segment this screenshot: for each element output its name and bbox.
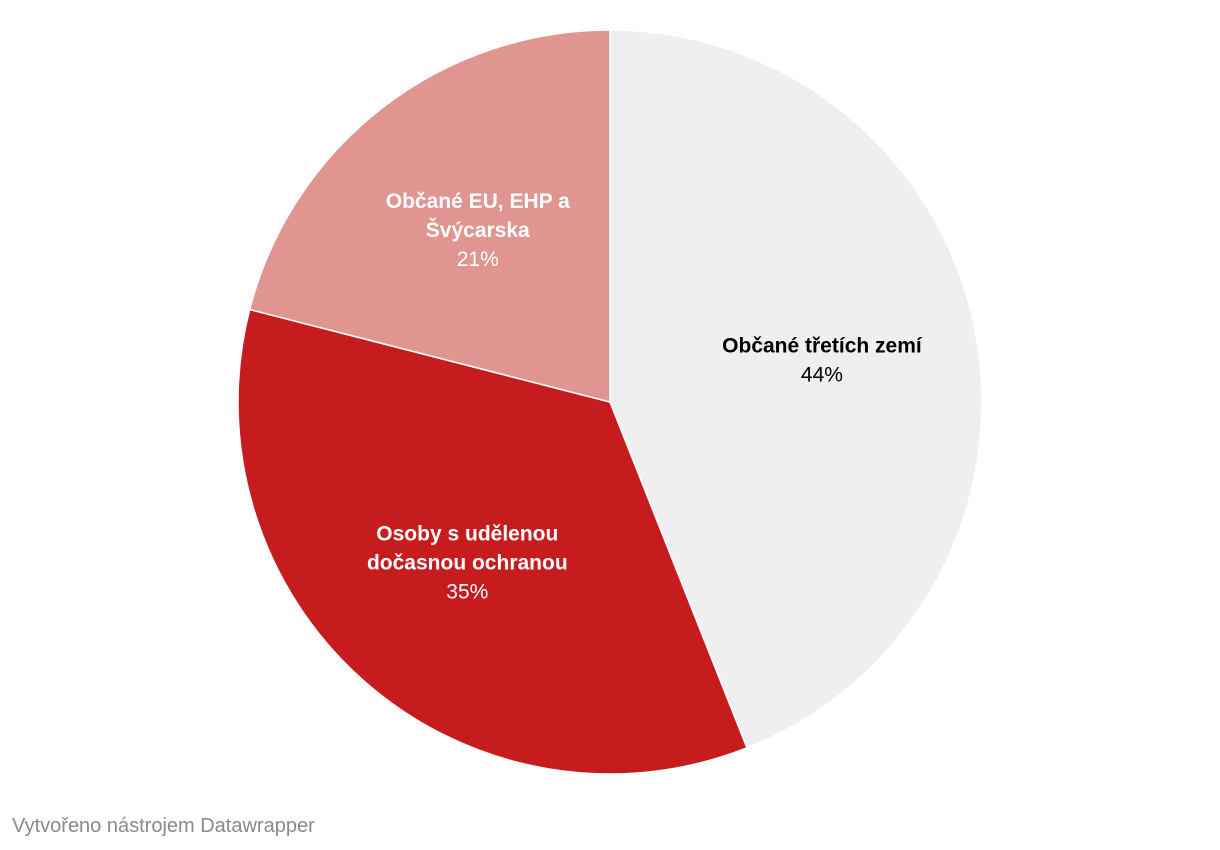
slice-category-label: Švýcarska bbox=[426, 218, 530, 242]
slice-category-label: Občané třetích zemí bbox=[722, 335, 923, 358]
slice-value-label: 35% bbox=[446, 580, 488, 603]
slice-category-label: Občané EU, EHP a bbox=[386, 190, 570, 213]
slice-category-label: dočasnou ochranou bbox=[367, 551, 568, 574]
pie-slice-3 bbox=[248, 29, 611, 403]
slice-label-group-3: Občané EU, EHP a Švýcarska 21% bbox=[386, 190, 570, 271]
slice-label-group-2: Osoby s udělenou dočasnou ochranou 35% bbox=[367, 522, 568, 603]
credit-text: Vytvořeno nástrojem Datawrapper bbox=[12, 815, 315, 837]
slice-value-label: 21% bbox=[457, 248, 499, 271]
pie-slice-1 bbox=[609, 29, 983, 749]
pie-slice-2 bbox=[237, 308, 748, 775]
slice-category-label: Osoby s udělenou bbox=[376, 522, 558, 545]
slice-label-group-1: Občané třetích zemí 44% bbox=[722, 335, 923, 387]
slice-value-label: 44% bbox=[801, 364, 843, 387]
